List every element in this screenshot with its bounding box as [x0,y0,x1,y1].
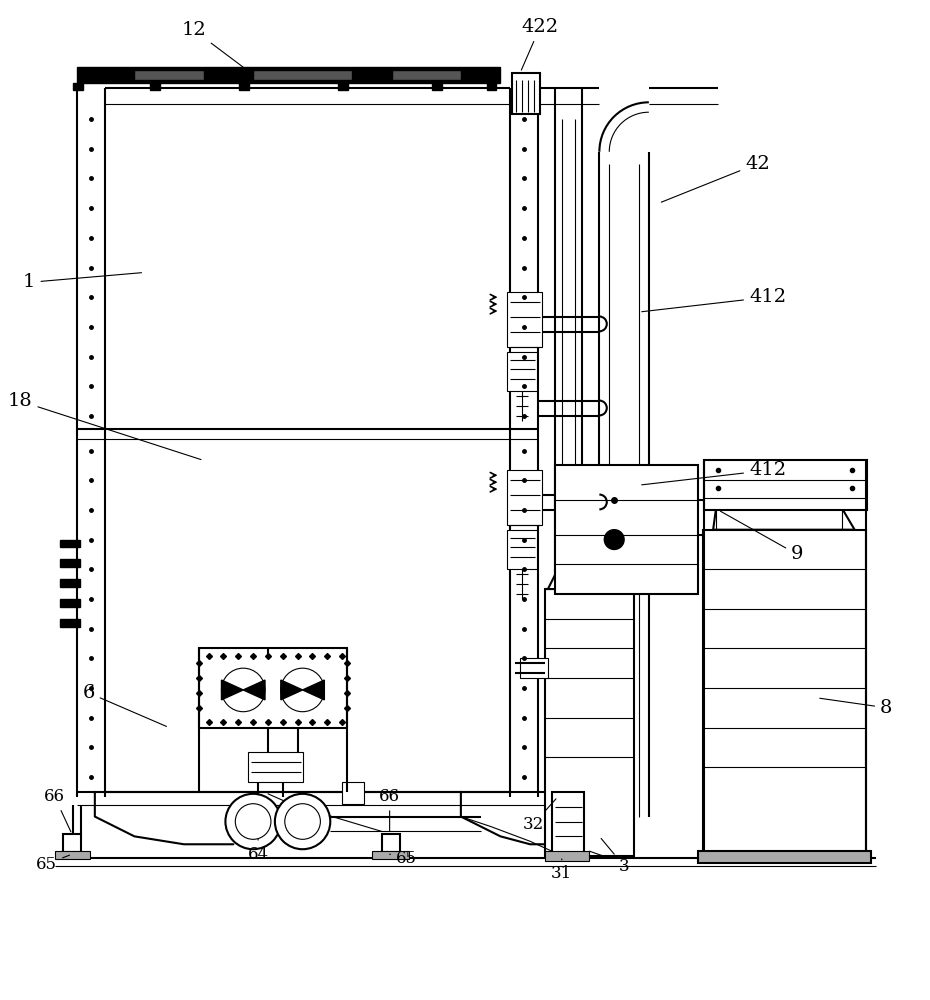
Bar [248,752,302,782]
Bar [55,851,90,859]
Text: 9: 9 [721,511,804,563]
Bar [508,352,537,391]
Text: 8: 8 [819,698,893,717]
Bar [342,782,364,804]
Bar [135,70,204,80]
Polygon shape [548,569,581,589]
Circle shape [221,668,265,712]
Text: 42: 42 [661,155,770,202]
Bar [703,530,867,856]
Bar [392,70,461,80]
Bar [77,67,500,83]
Bar [381,834,400,852]
Bar [199,648,347,728]
Text: 18: 18 [7,392,201,460]
Bar [698,851,871,863]
Text: 66: 66 [44,788,71,832]
Text: 65: 65 [390,850,417,867]
Bar [555,465,698,594]
Bar [73,83,83,90]
Text: 412: 412 [642,461,786,485]
Bar [508,470,542,525]
Bar [520,658,548,678]
Circle shape [275,794,330,849]
Text: 12: 12 [181,21,251,73]
Circle shape [235,804,271,839]
Bar [508,292,542,347]
Text: 412: 412 [642,288,786,312]
Bar [60,579,80,587]
Polygon shape [713,508,855,530]
Text: 3: 3 [601,838,630,875]
Polygon shape [221,680,244,700]
Text: 64: 64 [247,839,269,863]
Text: 32: 32 [523,799,556,833]
Circle shape [281,668,325,712]
Bar [432,83,442,90]
Bar [704,460,868,510]
Bar [151,83,160,90]
Bar [253,70,352,80]
Polygon shape [281,680,302,700]
Circle shape [285,804,321,839]
Bar [486,83,497,90]
Bar [60,559,80,567]
Bar [550,823,585,834]
Text: 1: 1 [23,273,141,291]
Bar [545,589,634,856]
Bar [239,83,249,90]
Bar [63,834,81,852]
Circle shape [604,530,624,549]
Text: 31: 31 [551,859,572,882]
Bar [545,851,590,861]
Bar [60,619,80,627]
Text: 6: 6 [83,684,166,726]
Polygon shape [302,680,325,700]
Bar [550,812,585,823]
Text: 422: 422 [522,18,559,70]
Bar [60,540,80,547]
Text: 65: 65 [36,855,70,873]
Bar [339,83,348,90]
Bar [551,792,583,856]
Text: 66: 66 [379,788,400,832]
Bar [372,851,409,859]
Bar [512,73,540,114]
Polygon shape [244,680,265,700]
Circle shape [225,794,281,849]
Bar [508,530,537,569]
Bar [60,599,80,607]
